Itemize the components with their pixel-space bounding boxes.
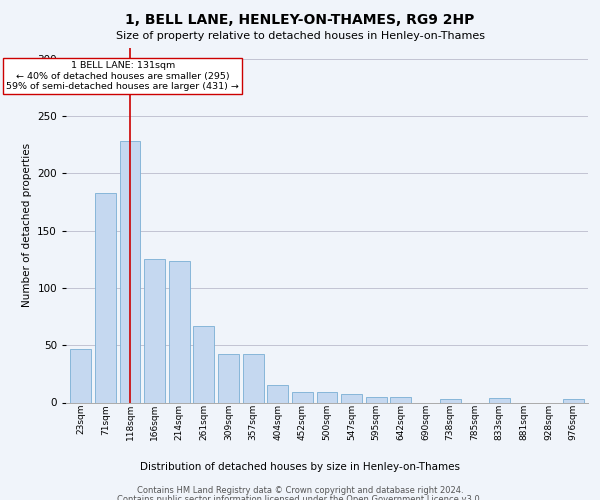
Y-axis label: Number of detached properties: Number of detached properties xyxy=(22,143,32,307)
Bar xyxy=(119,142,140,402)
Text: 1, BELL LANE, HENLEY-ON-THAMES, RG9 2HP: 1, BELL LANE, HENLEY-ON-THAMES, RG9 2HP xyxy=(125,12,475,26)
Bar xyxy=(242,354,263,403)
Bar xyxy=(366,397,387,402)
Bar xyxy=(193,326,214,402)
Bar xyxy=(440,399,461,402)
Text: Contains HM Land Registry data © Crown copyright and database right 2024.: Contains HM Land Registry data © Crown c… xyxy=(137,486,463,495)
Bar xyxy=(391,397,412,402)
Bar xyxy=(341,394,362,402)
Text: 1 BELL LANE: 131sqm
← 40% of detached houses are smaller (295)
59% of semi-detac: 1 BELL LANE: 131sqm ← 40% of detached ho… xyxy=(6,61,239,91)
Bar xyxy=(218,354,239,403)
Bar xyxy=(144,260,165,402)
Text: Distribution of detached houses by size in Henley-on-Thames: Distribution of detached houses by size … xyxy=(140,462,460,472)
Text: Size of property relative to detached houses in Henley-on-Thames: Size of property relative to detached ho… xyxy=(115,31,485,41)
Bar xyxy=(95,193,116,402)
Bar xyxy=(70,348,91,403)
Bar xyxy=(563,399,584,402)
Text: Contains public sector information licensed under the Open Government Licence v3: Contains public sector information licen… xyxy=(118,495,482,500)
Bar xyxy=(292,392,313,402)
Bar xyxy=(267,386,288,402)
Bar xyxy=(317,392,337,402)
Bar xyxy=(169,260,190,402)
Bar xyxy=(489,398,510,402)
